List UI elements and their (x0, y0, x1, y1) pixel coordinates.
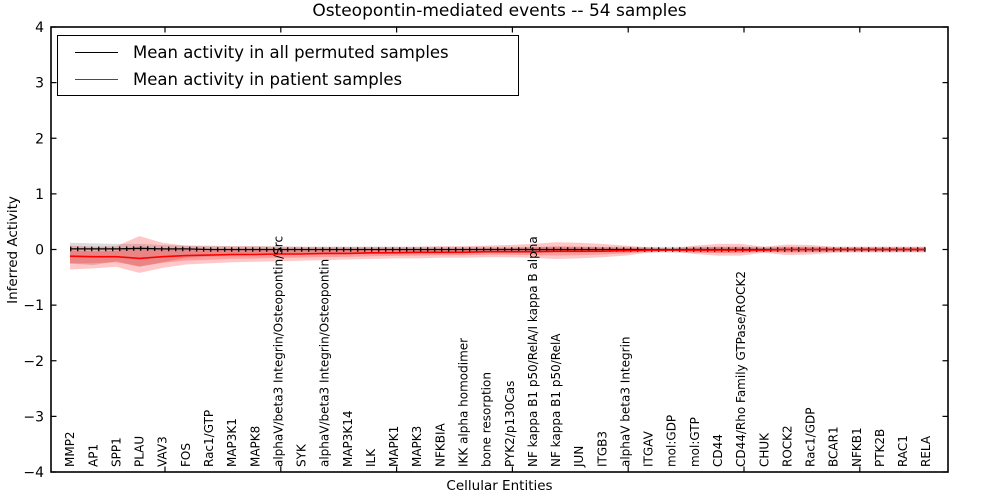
x-category-label: PYK2/p130Cas (503, 381, 517, 467)
x-category-label: NF kappa B1 p50/RelA/I kappa B alpha (526, 236, 540, 467)
x-category-label: alphaV beta3 Integrin (618, 336, 632, 467)
x-category-label: ITGB3 (595, 431, 609, 467)
x-category-label: NFKB1 (850, 427, 864, 467)
x-category-label: RELA (919, 435, 933, 467)
x-category-label: FOS (179, 443, 193, 467)
y-tick-label: 1 (35, 187, 44, 203)
x-category-label: NF kappa B1 p50/RelA (549, 333, 563, 467)
y-tick-label: 0 (35, 243, 44, 259)
x-category-label: MAP3K14 (341, 410, 355, 467)
legend-label-patient: Mean activity in patient samples (133, 69, 403, 89)
x-category-label: ILK (364, 448, 378, 467)
y-tick-label: −2 (23, 354, 44, 370)
x-category-label: MMP2 (63, 431, 77, 467)
y-tick-label: 2 (35, 131, 44, 147)
x-category-label: VAV3 (156, 436, 170, 467)
legend-line-swatch-permuted (75, 51, 118, 53)
y-tick-label: −1 (23, 298, 44, 314)
x-category-label: BCAR1 (827, 426, 841, 467)
legend-line-swatch-patient (75, 78, 118, 80)
x-category-label: SYK (295, 443, 309, 467)
x-category-label: bone resorption (480, 372, 494, 467)
x-category-label: RAC1 (896, 435, 910, 467)
x-category-label: MAPK3 (410, 426, 424, 467)
x-category-label: NFKBIA (433, 422, 447, 467)
legend-item-patient: Mean activity in patient samples (75, 69, 518, 89)
y-tick-label: 3 (35, 76, 44, 92)
x-category-label: CD44 (711, 434, 725, 467)
patient-mean-line (69, 248, 926, 260)
x-category-label: alphaV/beta3 Integrin/Osteopontin/Src (271, 236, 285, 467)
chart-title: Osteopontin-mediated events -- 54 sample… (312, 1, 687, 21)
x-category-label: alphaV/beta3 Integrin/Osteopontin (318, 259, 332, 467)
x-category-label: IKK alpha homodimer (456, 338, 470, 467)
x-category-label: AP1 (86, 444, 100, 467)
x-category-label: JUN (572, 446, 586, 468)
x-category-label: Rac1/GTP (202, 410, 216, 467)
y-tick-label: 4 (35, 20, 44, 36)
x-category-label: PLAU (133, 436, 147, 467)
y-tick-label: −3 (23, 409, 44, 425)
legend: Mean activity in all permuted samples Me… (57, 35, 519, 96)
x-category-label: CD44/Rho Family GTPase/ROCK2 (734, 271, 748, 467)
legend-label-permuted: Mean activity in all permuted samples (133, 42, 449, 62)
patient-band-outer (70, 236, 926, 273)
patient-band-inner (70, 246, 926, 267)
x-category-label: MAPK8 (248, 426, 262, 467)
legend-item-permuted: Mean activity in all permuted samples (75, 42, 518, 62)
x-category-label: PTK2B (873, 429, 887, 467)
x-category-label: mol:GDP (665, 415, 679, 467)
x-category-label: mol:GTP (688, 417, 702, 467)
x-axis-title: Cellular Entities (446, 478, 553, 494)
x-category-label: CHUK (757, 432, 771, 467)
y-tick-label: −4 (23, 465, 44, 481)
x-category-label: Rac1/GDP (804, 408, 818, 467)
x-category-label: MAPK1 (387, 426, 401, 467)
permuted-band (70, 242, 926, 267)
x-category-label: MAP3K1 (225, 418, 239, 467)
x-category-label: ROCK2 (780, 425, 794, 467)
x-category-label: SPP1 (109, 437, 123, 467)
x-category-label: ITGAV (642, 430, 656, 467)
